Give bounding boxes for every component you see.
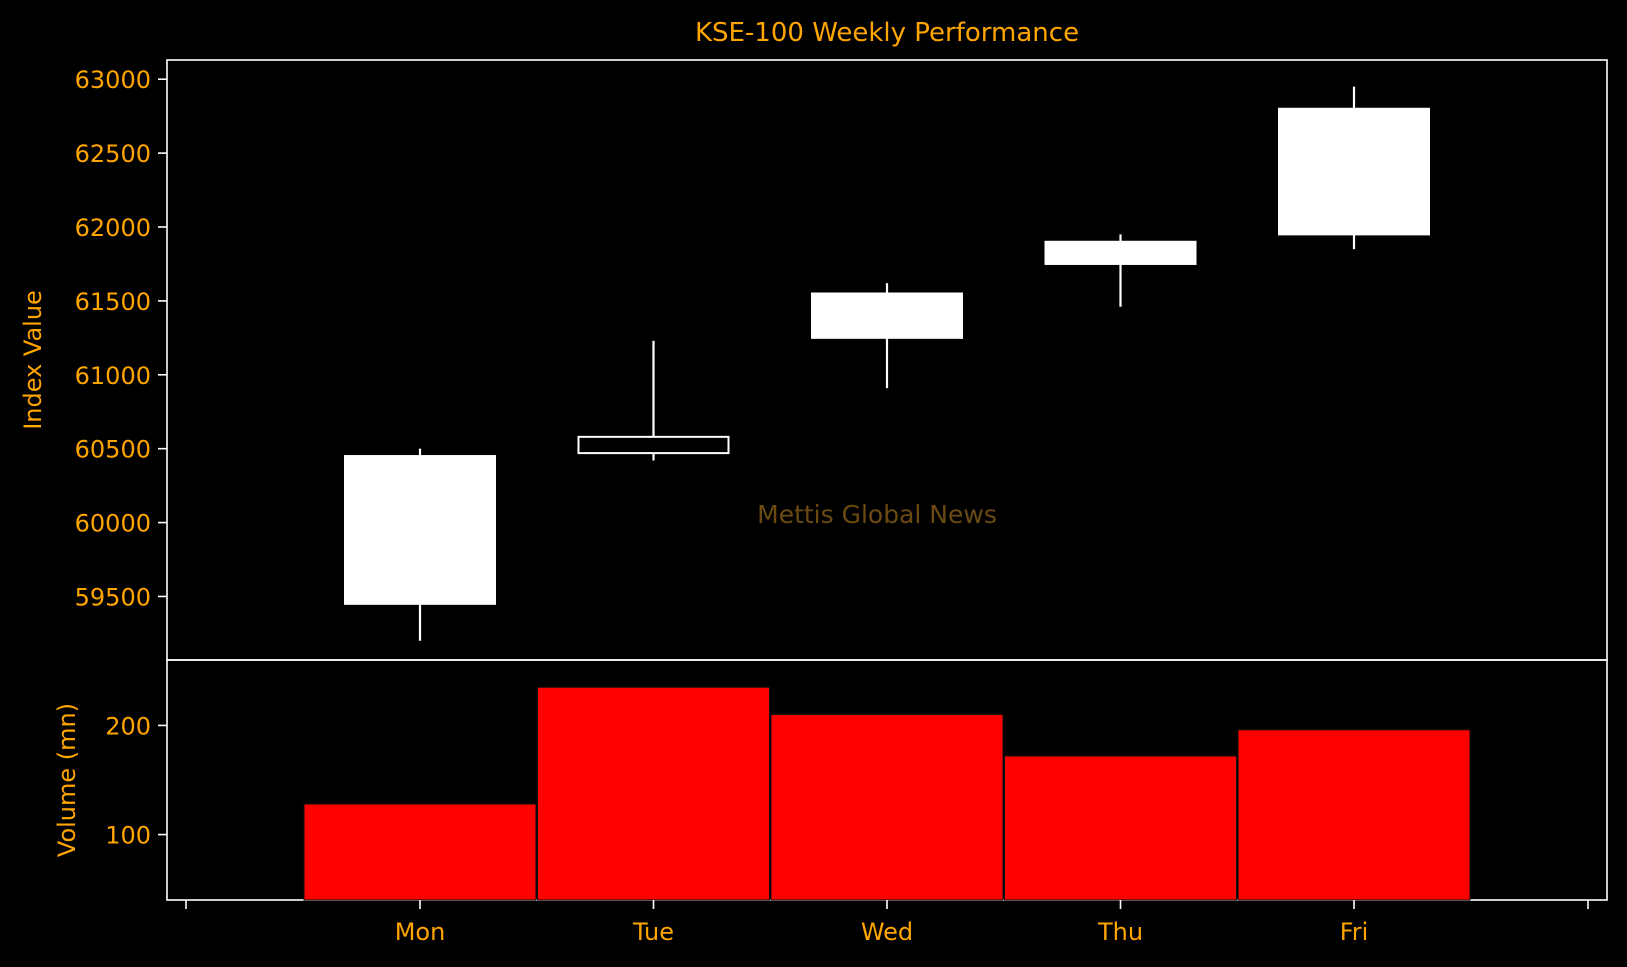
x-tick-label: Fri <box>1340 918 1369 946</box>
x-tick-label: Thu <box>1097 918 1143 946</box>
x-tick-label: Wed <box>861 918 913 946</box>
volume-bar <box>537 686 770 901</box>
y-tick-label: 62500 <box>75 140 151 168</box>
y-tick-label: 63000 <box>75 66 151 94</box>
watermark-text: Mettis Global News <box>757 500 997 529</box>
volume-bar <box>303 803 537 901</box>
volume-y-tick-label: 100 <box>105 822 151 850</box>
y-tick-label: 60000 <box>75 510 151 538</box>
volume-bar <box>770 714 1004 901</box>
candle-body <box>811 292 963 339</box>
candlesticks <box>344 86 1430 641</box>
volume-axis-label: Volume (mn) <box>53 703 81 857</box>
volume-panel: 100 200 Volume (mn) <box>53 659 1608 901</box>
candle-body <box>344 455 496 605</box>
candle-body <box>1278 107 1430 236</box>
volume-bars <box>303 686 1471 901</box>
candle-body <box>1044 240 1197 265</box>
volume-bar <box>1004 755 1237 901</box>
x-tick-label: Tue <box>632 918 674 946</box>
y-tick-label: 61500 <box>75 288 151 316</box>
y-tick-label: 59500 <box>75 583 151 611</box>
y-tick-label: 62000 <box>75 214 151 242</box>
x-tick-label: Mon <box>395 918 446 946</box>
candlestick-y-ticks: 59500 60000 60500 61000 61500 62000 62500 63000 <box>75 66 167 611</box>
chart-title: KSE-100 Weekly Performance <box>695 18 1079 48</box>
candlestick-panel: 59500 60000 60500 61000 61500 62000 62500 63000… <box>19 59 1608 661</box>
candle-body <box>577 435 730 455</box>
x-axis-ticks: Mon Tue Wed Thu Fri <box>185 900 1589 946</box>
y-tick-label: 61000 <box>75 362 151 390</box>
volume-y-ticks: 100 200 <box>105 712 167 850</box>
volume-y-tick-label: 200 <box>105 712 151 740</box>
y-tick-label: 60500 <box>75 436 151 464</box>
index-value-axis-label: Index Value <box>19 290 47 430</box>
volume-bar <box>1237 729 1471 901</box>
